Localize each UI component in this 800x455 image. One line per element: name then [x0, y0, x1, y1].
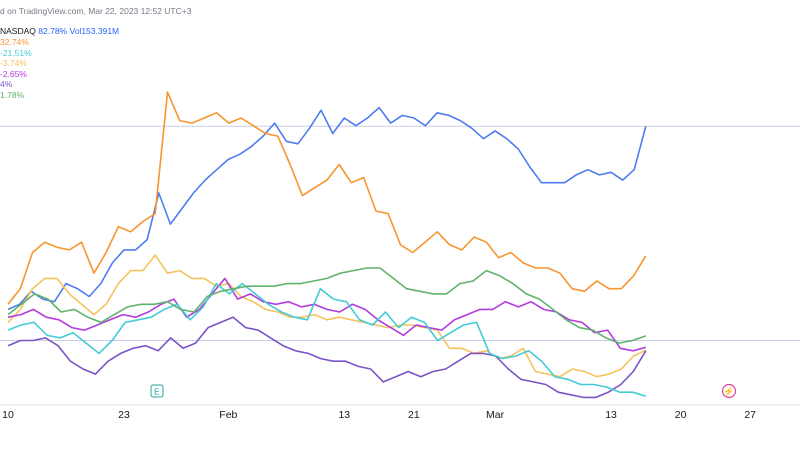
- earnings-label: E: [154, 387, 160, 397]
- legend-item: 4%: [0, 79, 13, 90]
- volume-label: Vol: [69, 26, 82, 36]
- legend-item: -3.74%: [0, 58, 27, 69]
- series-line-3: [7, 277, 647, 352]
- lightning-glyph: ⚡: [723, 386, 734, 398]
- x-tick-label: 13: [605, 409, 617, 421]
- source-text: d on TradingView.com, Mar 22, 2023 12:52…: [0, 6, 192, 16]
- x-tick-label: 23: [118, 409, 130, 421]
- main-symbol: NASDAQ: [0, 26, 36, 36]
- x-tick-label: 27: [744, 409, 756, 421]
- series-line-2: [7, 254, 647, 378]
- main-symbol-row: NASDAQ 82.78% Vol153.391M: [0, 26, 119, 36]
- main-change: 82.78%: [38, 26, 68, 36]
- chart-header: d on TradingView.com, Mar 22, 2023 12:52…: [0, 6, 191, 16]
- volume-value: 153.391M: [81, 26, 120, 36]
- x-tick-label: 13: [338, 409, 350, 421]
- lightning-icon[interactable]: ⚡: [721, 383, 737, 399]
- x-tick-label: 21: [408, 409, 420, 421]
- x-tick-label: Feb: [219, 409, 237, 421]
- series-line-0: [7, 106, 647, 311]
- x-tick-label: 20: [675, 409, 687, 421]
- series-line-1: [7, 91, 647, 305]
- legend-item: -21.51%: [0, 47, 32, 58]
- series-line-4: [7, 316, 647, 399]
- legend-item: -2.65%: [0, 68, 27, 79]
- legend-item: 32.74%: [0, 37, 29, 47]
- series-line-6: [7, 267, 647, 344]
- x-tick-label: Mar: [486, 409, 505, 421]
- series-line-5: [7, 282, 647, 397]
- earnings-marker[interactable]: E: [150, 384, 164, 398]
- series-legend: 32.74% -21.51% -3.74% -2.65% 4% 1.78%: [0, 37, 32, 101]
- legend-item: 1.78%: [0, 89, 25, 100]
- x-tick-label: 10: [2, 409, 14, 421]
